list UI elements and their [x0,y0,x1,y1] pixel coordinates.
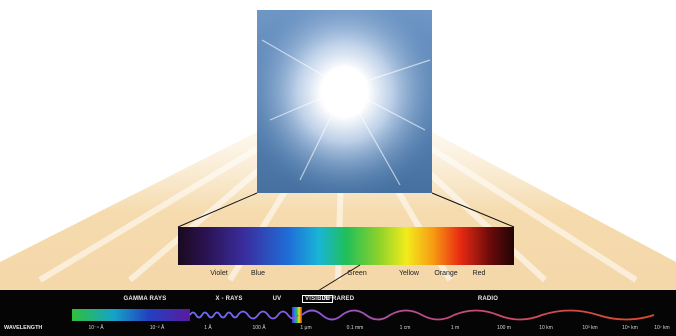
wavelength-tick: 0.1 mm [346,325,364,331]
wave-line [189,309,655,321]
color-label-yellow: Yellow [399,270,419,277]
wavelength-tick: 10 km [539,325,553,331]
wavelength-tick: 1 m [450,325,460,331]
color-label-green: Green [347,270,367,277]
wavelength-tick: 100 Å [252,325,266,331]
wavelength-tick: 100 m [497,325,511,331]
wavelength-tick: 1 cm [399,325,411,331]
wavelength-tick: 10⁻² Å [149,325,165,331]
spectrum-gradient-segment [72,309,190,321]
band-label-visible: VISIBLE [302,295,333,303]
band-label-gamma-rays: GAMMA RAYS [123,296,167,302]
band-label-uv: UV [272,296,282,302]
wavelength-tick: 1 μm [300,325,312,331]
wavelength-tick: 10⁷ km [654,325,670,331]
wavelength-label: WAVELENGTH [4,325,43,331]
visible-spectrum-strip [178,227,514,265]
wavelength-tick: 10⁵ km [622,325,638,331]
color-label-violet: Violet [210,270,228,277]
wavelength-tick: 10⁻⁴ Å [88,325,104,331]
band-label-x-rays: X - RAYS [215,296,243,302]
color-label-orange: Orange [434,270,458,277]
projection-lines [177,192,515,228]
color-label-blue: Blue [250,270,266,277]
band-label-radio: RADIO [477,296,499,302]
wavelength-tick: 10³ km [582,325,598,331]
band-label-infrared: INFRARED [321,296,355,302]
sun-photo [257,10,432,193]
color-label-red: Red [472,270,486,277]
wavelength-tick: 1 Å [204,325,212,331]
